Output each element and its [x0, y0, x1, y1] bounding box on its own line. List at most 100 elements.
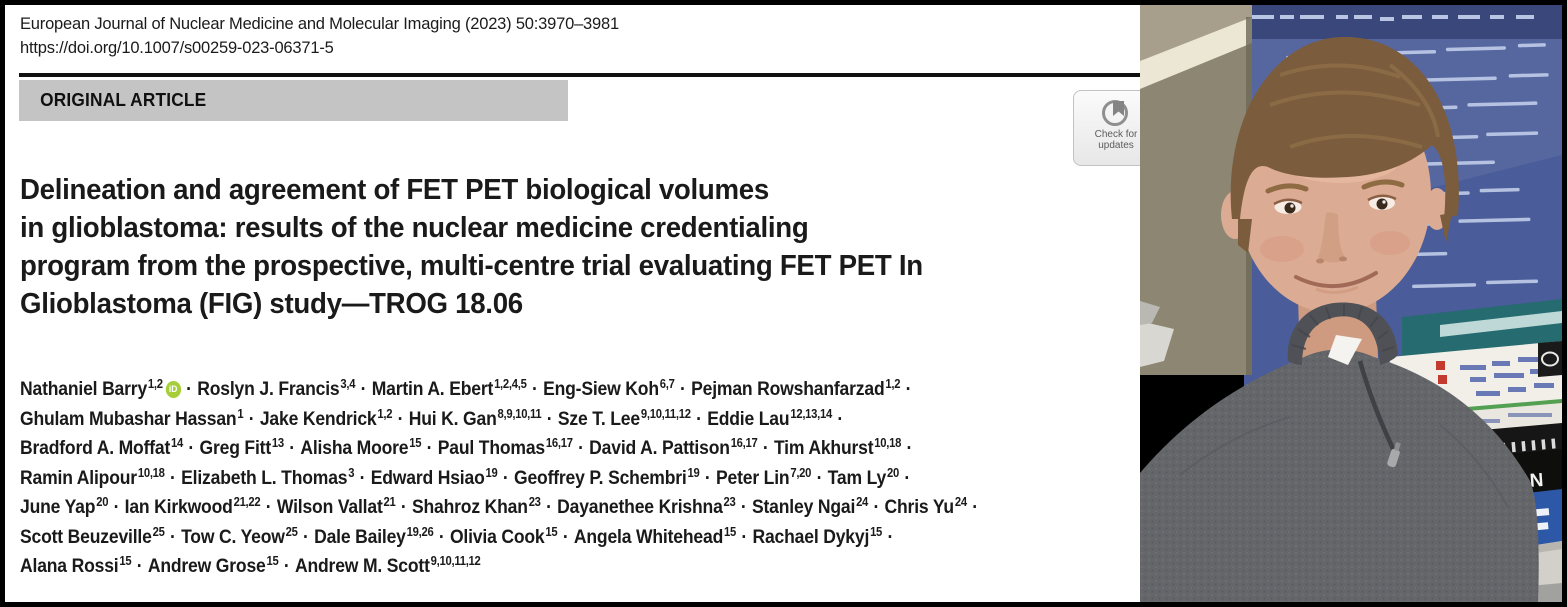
author-affiliation-superscript: 16,17: [545, 436, 573, 450]
author-affiliation-superscript: 15: [266, 554, 279, 568]
title-line: in glioblastoma: results of the nuclear …: [20, 212, 809, 244]
author-name: June Yap20: [20, 495, 109, 518]
author-separator: ·: [248, 407, 255, 430]
author-name: Scott Beuzeville25: [20, 524, 165, 548]
author-line: Ghulam Mubashar Hassan1 · Jake Kendrick1,2…: [20, 406, 983, 436]
author-separator: ·: [837, 407, 844, 430]
author-separator: ·: [426, 437, 433, 459]
author-name: Olivia Cook15: [449, 524, 558, 548]
author-affiliation-superscript: 3: [348, 465, 355, 480]
author-name: Roslyn J. Francis3,4: [197, 377, 356, 400]
author-separator: ·: [170, 525, 176, 548]
author-name: Bradford A. Moffat14: [20, 436, 184, 459]
author-name: Eng-Siew Koh6,7: [543, 377, 675, 400]
author-affiliation-superscript: 13: [271, 436, 284, 450]
portrait-hair: [1230, 36, 1459, 253]
author-affiliation-superscript: 19: [687, 465, 700, 480]
author-name: Elizabeth L. Thomas3: [181, 465, 355, 489]
author-separator: ·: [289, 437, 295, 459]
author-name: Greg Fitt13: [199, 436, 284, 459]
author-separator: ·: [906, 437, 913, 459]
author-separator: ·: [972, 496, 978, 518]
author-affiliation-superscript: 16,17: [730, 436, 758, 450]
author-line: Bradford A. Moffat14 · Greg Fitt13 · Alisha …: [20, 435, 983, 465]
header-rule: [19, 73, 1140, 77]
author-affiliation-superscript: 1,2,4,5: [494, 377, 527, 391]
author-name: Wilson Vallat21: [276, 495, 396, 518]
title-line: Glioblastoma (FIG) study—TROG 18.06: [20, 288, 523, 320]
background-object: [1140, 301, 1160, 325]
author-separator: ·: [546, 407, 553, 430]
author-name: Paul Thomas16,17: [437, 436, 573, 459]
author-name: Ian Kirkwood21,22: [124, 495, 261, 518]
author-affiliation-superscript: 21: [383, 495, 396, 509]
author-separator: ·: [502, 466, 509, 489]
check-for-updates-badge[interactable]: Check for updates: [1073, 90, 1140, 166]
author-line: Alana Rossi15 · Andrew Grose15 · Andrew M. S…: [20, 553, 983, 583]
author-name: Chris Yu24: [884, 495, 968, 518]
author-separator: ·: [578, 437, 584, 459]
author-name: Jake Kendrick1,2: [259, 406, 393, 430]
journal-citation: European Journal of Nuclear Medicine and…: [20, 15, 619, 33]
doi-link[interactable]: https://doi.org/10.1007/s00259-023-06371…: [20, 39, 334, 57]
author-line: Ramin Alipour10,18 · Elizabeth L. Thomas3 ·…: [20, 465, 983, 495]
author-affiliation-superscript: 10,18: [874, 436, 902, 450]
author-name: David A. Pattison16,17: [589, 436, 758, 459]
eyes: [1273, 194, 1397, 214]
badge-text-line2: updates: [1098, 140, 1134, 151]
author-name: Ramin Alipour10,18: [20, 465, 165, 489]
author-separator: ·: [741, 525, 748, 548]
author-name: Stanley Ngai24: [751, 495, 869, 518]
orcid-icon[interactable]: iD: [165, 381, 181, 398]
author-separator: ·: [887, 525, 894, 548]
title-line: program from the prospective, multi-cent…: [20, 250, 923, 282]
author-separator: ·: [265, 496, 272, 518]
author-name: Edward Hsiao19: [370, 465, 498, 489]
author-name: Dale Bailey19,26: [314, 524, 434, 548]
author-affiliation-superscript: 15: [870, 524, 883, 539]
author-affiliation-superscript: 19: [485, 465, 498, 480]
author-affiliation-superscript: 3,4: [340, 377, 356, 391]
paper-page: European Journal of Nuclear Medicine and…: [5, 5, 1140, 602]
author-affiliation-superscript: 23: [528, 495, 541, 509]
title-line: Delineation and agreement of FET PET bio…: [20, 174, 769, 206]
author-affiliation-superscript: 24: [954, 495, 967, 509]
author-name: Dayanethee Krishna23: [557, 495, 736, 518]
author-separator: ·: [740, 496, 747, 518]
author-affiliation-superscript: 1,2: [377, 406, 393, 421]
journal-header: European Journal of Nuclear Medicine and…: [20, 12, 619, 60]
author-affiliation-superscript: 12,13,14: [790, 406, 832, 421]
author-line: Nathaniel Barry1,2 iD · Roslyn J. Francis3,…: [20, 376, 983, 406]
author-affiliation-superscript: 9,10,11,12: [430, 554, 481, 568]
author-affiliation-superscript: 6,7: [659, 377, 675, 391]
author-name: Sze T. Lee9,10,11,12: [557, 406, 691, 430]
author-separator: ·: [397, 407, 404, 430]
author-separator: ·: [359, 466, 366, 489]
author-name: Andrew Grose15: [147, 554, 279, 577]
author-name: Rachael Dykyj15: [752, 524, 883, 548]
author-name: Tim Akhurst10,18: [773, 436, 902, 459]
author-name: Pejman Rowshanfarzad1,2: [691, 377, 901, 400]
author-photo: RADIATION: [1140, 5, 1562, 602]
author-separator: ·: [360, 378, 367, 400]
author-affiliation-superscript: 15: [409, 436, 422, 450]
article-type-label: ORIGINAL ARTICLE: [40, 89, 207, 110]
eyebrow: [1361, 179, 1405, 190]
mouth: [1294, 271, 1378, 288]
author-separator: ·: [696, 407, 702, 430]
background-object: [1140, 321, 1174, 367]
author-name: Alisha Moore15: [300, 436, 422, 459]
author-affiliation-superscript: 9,10,11,12: [640, 406, 691, 421]
author-affiliation-superscript: 15: [545, 524, 558, 539]
author-separator: ·: [904, 466, 911, 489]
author-affiliation-superscript: 21,22: [233, 495, 261, 509]
author-affiliation-superscript: 15: [724, 524, 737, 539]
author-affiliation-superscript: 14: [171, 436, 184, 450]
author-separator: ·: [546, 496, 552, 518]
author-separator: ·: [905, 378, 912, 400]
author-separator: ·: [113, 496, 120, 518]
author-separator: ·: [188, 437, 195, 459]
author-separator: ·: [816, 466, 823, 489]
author-name: Shahroz Khan23: [411, 495, 541, 518]
portrait-head: [1221, 36, 1459, 370]
